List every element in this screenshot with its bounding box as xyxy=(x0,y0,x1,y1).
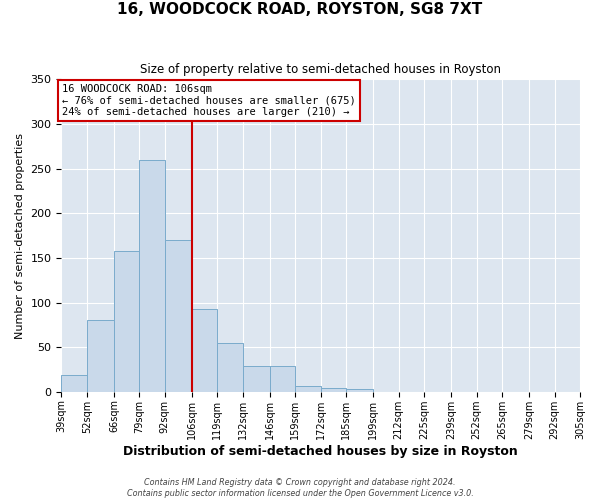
Bar xyxy=(243,366,270,392)
Bar xyxy=(295,386,321,392)
Bar xyxy=(346,389,373,392)
Bar xyxy=(321,388,346,392)
Bar xyxy=(139,160,165,392)
X-axis label: Distribution of semi-detached houses by size in Royston: Distribution of semi-detached houses by … xyxy=(124,444,518,458)
Text: Contains HM Land Registry data © Crown copyright and database right 2024.
Contai: Contains HM Land Registry data © Crown c… xyxy=(127,478,473,498)
Bar xyxy=(165,240,192,392)
Bar xyxy=(192,309,217,392)
Bar xyxy=(217,342,243,392)
Text: 16 WOODCOCK ROAD: 106sqm
← 76% of semi-detached houses are smaller (675)
24% of : 16 WOODCOCK ROAD: 106sqm ← 76% of semi-d… xyxy=(62,84,356,117)
Y-axis label: Number of semi-detached properties: Number of semi-detached properties xyxy=(15,132,25,338)
Title: Size of property relative to semi-detached houses in Royston: Size of property relative to semi-detach… xyxy=(140,62,501,76)
Bar xyxy=(87,320,114,392)
Bar xyxy=(270,366,295,392)
Text: 16, WOODCOCK ROAD, ROYSTON, SG8 7XT: 16, WOODCOCK ROAD, ROYSTON, SG8 7XT xyxy=(118,2,482,18)
Bar xyxy=(61,375,87,392)
Bar xyxy=(114,251,139,392)
